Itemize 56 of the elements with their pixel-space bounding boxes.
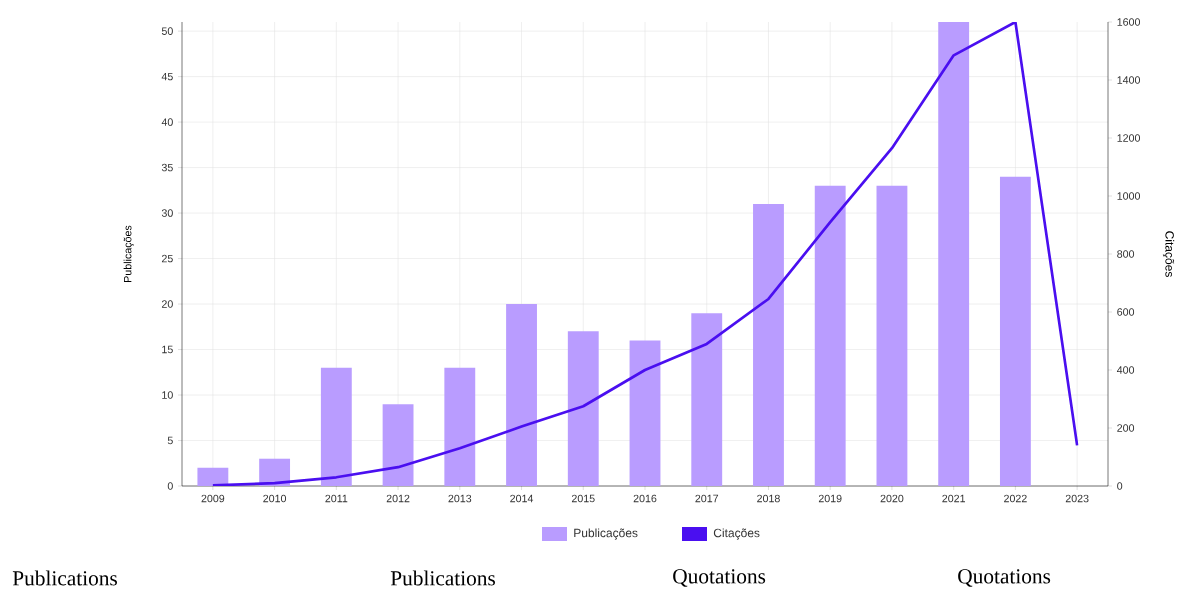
y-tick-label: 50 xyxy=(161,27,173,35)
y2-tick-label: 600 xyxy=(1117,308,1135,316)
bar xyxy=(506,304,537,486)
y2-tick-label: 1600 xyxy=(1117,18,1141,26)
y2-axis-title: Citações xyxy=(1162,231,1175,277)
x-tick-label: 2018 xyxy=(757,494,780,503)
y-tick-label: 5 xyxy=(167,436,173,445)
bar xyxy=(320,367,352,486)
x-tick-label: 2009 xyxy=(201,494,225,503)
bar xyxy=(691,313,723,486)
legend-label: Citações xyxy=(713,528,760,540)
y2-tick-label: 800 xyxy=(1117,250,1135,258)
bar xyxy=(567,331,599,486)
y2-tick-label: 1200 xyxy=(1117,134,1141,142)
bar xyxy=(753,203,784,486)
x-tick-label: 2021 xyxy=(942,494,966,503)
y2-tick-label: 0 xyxy=(1117,482,1123,490)
x-tick-label: 2010 xyxy=(263,494,287,503)
x-tick-label: 2023 xyxy=(1065,494,1089,503)
y-tick-label: 10 xyxy=(162,391,173,399)
bar xyxy=(444,367,476,486)
x-tick-label: 2015 xyxy=(571,494,595,503)
text: Publications xyxy=(390,570,495,586)
text: Quotations xyxy=(673,569,766,587)
bar xyxy=(197,467,229,486)
text: Publications xyxy=(12,570,117,586)
y2-tick-label: 1000 xyxy=(1117,192,1141,200)
x-tick-label: 2017 xyxy=(695,494,719,503)
y-tick-label: 35 xyxy=(161,163,173,172)
x-tick-label: 2020 xyxy=(880,494,904,503)
legend-label: Publicações xyxy=(574,528,638,540)
bar xyxy=(999,176,1031,486)
y-tick-label: 0 xyxy=(167,482,173,490)
bar xyxy=(629,340,661,486)
x-tick-label: 2014 xyxy=(510,494,534,503)
y2-tick-label: 200 xyxy=(1117,424,1135,432)
x-tick-label: 2016 xyxy=(633,494,657,503)
x-tick-label: 2022 xyxy=(1004,494,1027,503)
bar xyxy=(876,185,908,486)
bar xyxy=(382,404,414,486)
y-tick-label: 30 xyxy=(161,209,173,217)
y-tick-label: 40 xyxy=(161,118,173,126)
y-tick-label: 25 xyxy=(161,254,173,263)
y2-tick-label: 1400 xyxy=(1117,76,1141,84)
y2-tick-label: 400 xyxy=(1116,366,1135,374)
x-tick-label: 2012 xyxy=(386,494,410,503)
bar xyxy=(814,185,846,486)
y-tick-label: 15 xyxy=(162,345,173,354)
x-tick-label: 2019 xyxy=(818,494,842,503)
bar xyxy=(938,22,970,486)
text: Quotations xyxy=(958,569,1051,587)
y-axis-title: Publicações xyxy=(123,225,134,282)
x-tick-label: 2013 xyxy=(448,494,472,503)
y-tick-label: 20 xyxy=(161,300,173,308)
y-tick-label: 45 xyxy=(161,72,173,81)
x-tick-label: 2011 xyxy=(325,494,348,503)
